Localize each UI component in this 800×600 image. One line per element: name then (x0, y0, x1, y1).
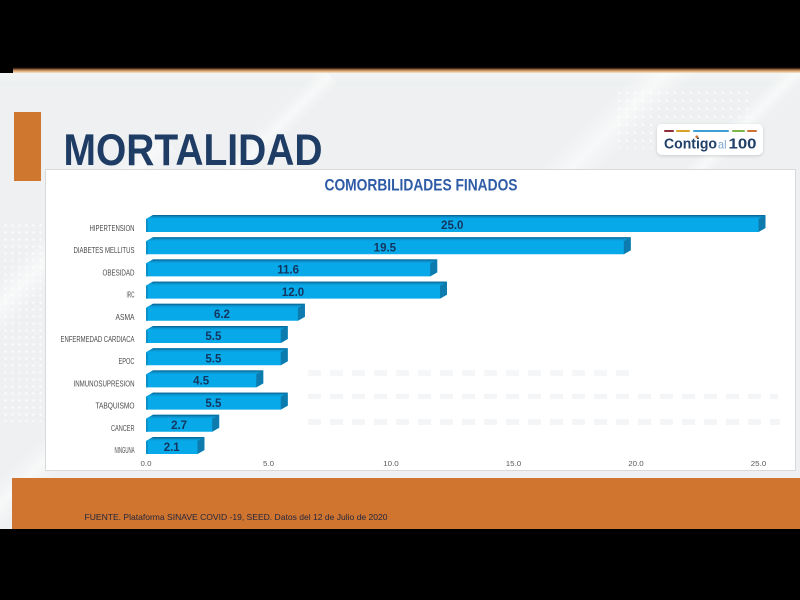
svg-text:12.0: 12.0 (282, 287, 304, 299)
svg-text:Contigo: Contigo (664, 137, 717, 153)
svg-text:4.5: 4.5 (193, 376, 210, 388)
svg-text:IRC: IRC (127, 291, 135, 300)
svg-text:19.5: 19.5 (374, 242, 397, 254)
svg-text:6.2: 6.2 (214, 309, 230, 321)
svg-text:HIPERTENSION: HIPERTENSION (90, 224, 135, 233)
svg-text:OBESIDAD: OBESIDAD (103, 268, 135, 277)
svg-text:COMORBILIDADES FINADOS: COMORBILIDADES FINADOS (325, 177, 518, 195)
svg-text:25.0: 25.0 (751, 459, 767, 468)
svg-text:MORTALIDAD: MORTALIDAD (64, 126, 323, 175)
svg-text:DIABETES MELLITUS: DIABETES MELLITUS (74, 246, 135, 255)
svg-text:ASMA: ASMA (116, 313, 135, 322)
svg-text:2.7: 2.7 (171, 420, 187, 432)
svg-text:5.5: 5.5 (205, 331, 222, 343)
svg-text:5.5: 5.5 (205, 353, 222, 365)
svg-text:25.0: 25.0 (441, 220, 463, 232)
svg-text:100: 100 (729, 136, 757, 153)
svg-text:CANCER: CANCER (111, 424, 135, 433)
svg-text:NINGUNA: NINGUNA (115, 446, 135, 455)
svg-text:ENFERMEDAD CARDIACA: ENFERMEDAD CARDIACA (61, 335, 135, 344)
svg-text:FUENTE. Plataforma SINAVE COVI: FUENTE. Plataforma SINAVE COVID -19, SEE… (85, 513, 388, 522)
svg-text:0.0: 0.0 (141, 459, 152, 468)
svg-text:2.1: 2.1 (164, 442, 181, 454)
svg-text:5.5: 5.5 (205, 398, 222, 410)
svg-text:EPOC: EPOC (119, 357, 135, 366)
svg-text:INMUNOSUPRESION: INMUNOSUPRESION (74, 379, 135, 388)
svg-text:5.0: 5.0 (263, 459, 274, 468)
svg-text:11.6: 11.6 (277, 265, 299, 277)
svg-text:15.0: 15.0 (506, 459, 522, 468)
svg-text:al: al (718, 138, 727, 152)
svg-text:20.0: 20.0 (628, 459, 644, 468)
svg-text:10.0: 10.0 (383, 459, 399, 468)
svg-text:TABQUISMO: TABQUISMO (96, 402, 135, 411)
